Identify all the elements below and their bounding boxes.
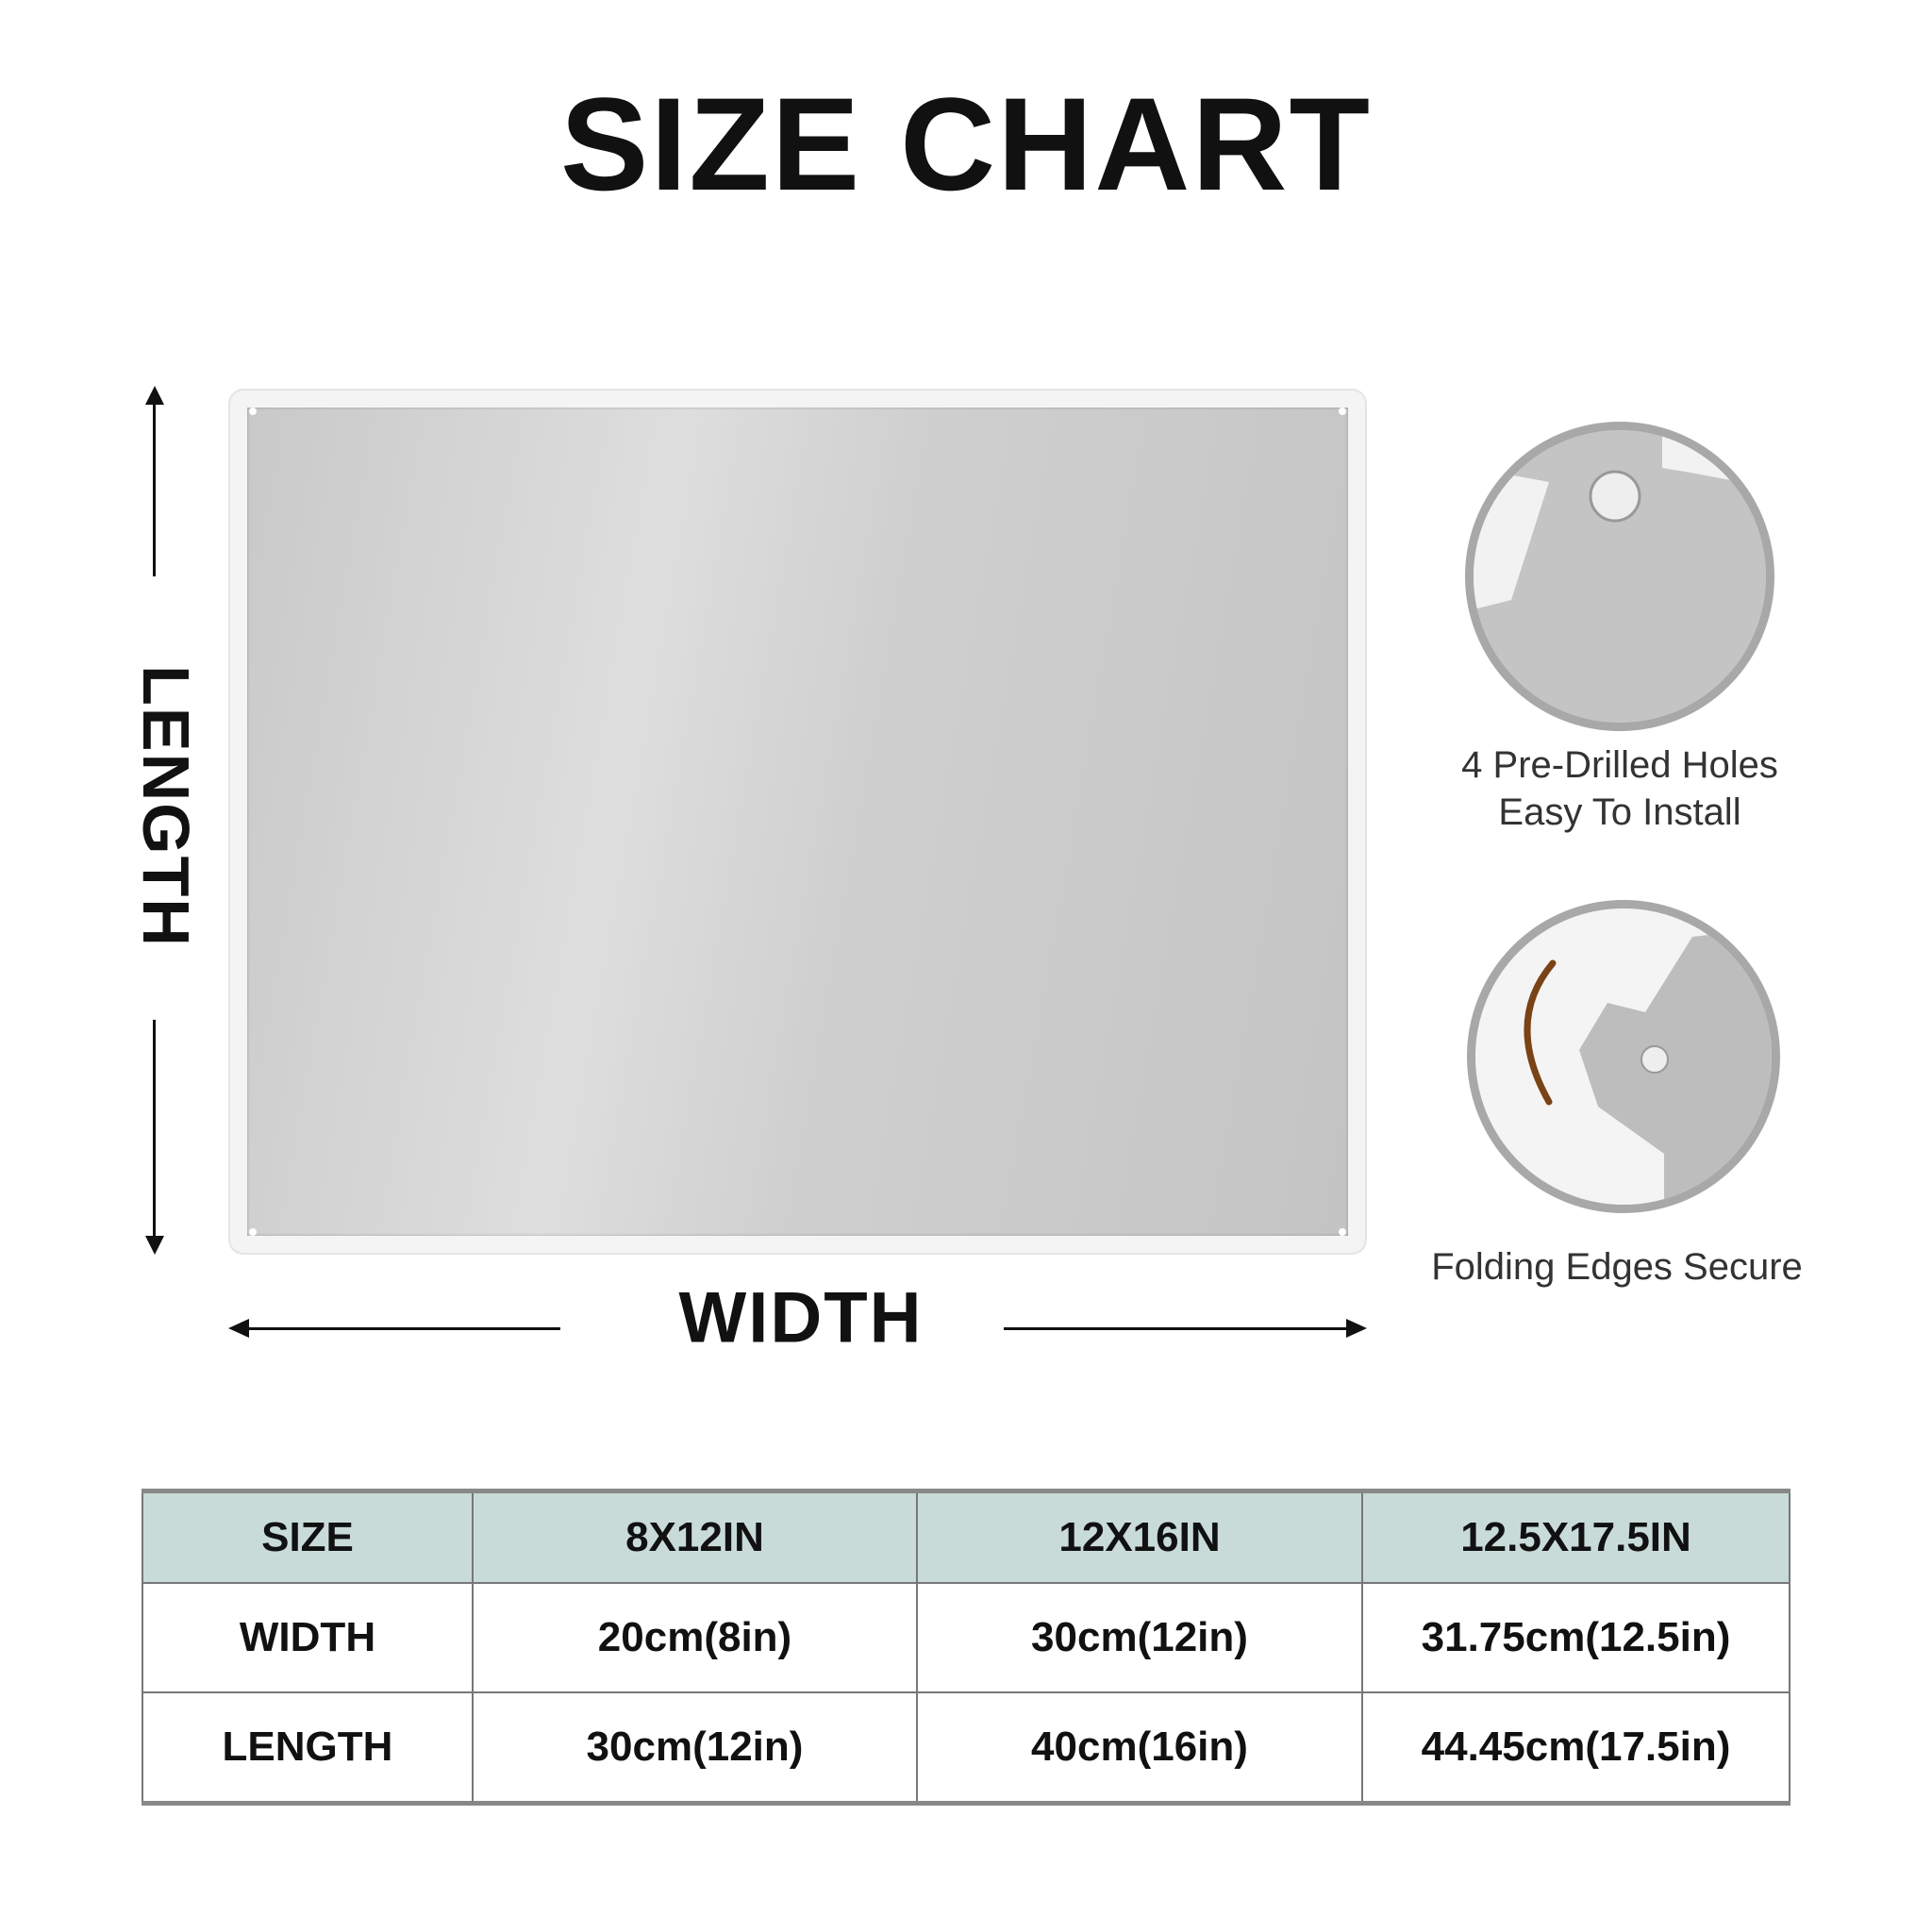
row-label: WIDTH bbox=[142, 1582, 474, 1693]
table-header-row: SIZE 8X12IN 12X16IN 12.5X17.5IN bbox=[142, 1489, 1790, 1584]
header-cell: 12X16IN bbox=[916, 1489, 1363, 1584]
size-table: SIZE 8X12IN 12X16IN 12.5X17.5IN WIDTH 20… bbox=[142, 1489, 1790, 1806]
feature-caption: Folding Edges Secure bbox=[1431, 1246, 1803, 1288]
folded-edge-icon bbox=[1475, 908, 1772, 1205]
row-label: LENGTH bbox=[142, 1691, 474, 1806]
arrow-down-icon bbox=[145, 1236, 164, 1255]
header-cell: 12.5X17.5IN bbox=[1361, 1489, 1790, 1584]
table-row: LENGTH 30cm(12in) 40cm(16in) 44.45cm(17.… bbox=[142, 1691, 1790, 1806]
length-line-bottom bbox=[153, 1020, 156, 1237]
table-row: WIDTH 20cm(8in) 30cm(12in) 31.75cm(12.5i… bbox=[142, 1582, 1790, 1693]
header-cell: SIZE bbox=[142, 1489, 474, 1584]
table-cell: 40cm(16in) bbox=[916, 1691, 1363, 1806]
metal-sign-plate bbox=[230, 391, 1365, 1253]
hole-icon bbox=[249, 408, 257, 415]
hole-closeup-icon bbox=[1474, 430, 1766, 723]
arrow-left-icon bbox=[228, 1319, 249, 1338]
feature-caption-line: 4 Pre-Drilled Holes bbox=[1461, 744, 1778, 786]
table-cell: 30cm(12in) bbox=[916, 1582, 1363, 1693]
table-cell: 30cm(12in) bbox=[472, 1691, 918, 1806]
pre-drilled-hole-closeup bbox=[1465, 422, 1774, 731]
width-line-right bbox=[1004, 1327, 1348, 1330]
length-label: LENGTH bbox=[129, 665, 203, 948]
length-line-top bbox=[153, 401, 156, 576]
hole-icon bbox=[1339, 408, 1346, 415]
hole-icon bbox=[249, 1228, 257, 1236]
folding-edge-closeup bbox=[1467, 900, 1780, 1213]
width-line-left bbox=[245, 1327, 560, 1330]
page-title: SIZE CHART bbox=[560, 70, 1372, 218]
table-cell: 31.75cm(12.5in) bbox=[1361, 1582, 1790, 1693]
width-label: WIDTH bbox=[678, 1277, 924, 1358]
feature-caption-line: Easy To Install bbox=[1498, 791, 1741, 833]
arrow-right-icon bbox=[1346, 1319, 1367, 1338]
table-cell: 20cm(8in) bbox=[472, 1582, 918, 1693]
plate-surface bbox=[247, 408, 1348, 1236]
table-cell: 44.45cm(17.5in) bbox=[1361, 1691, 1790, 1806]
hole-icon bbox=[1339, 1228, 1346, 1236]
arrow-up-icon bbox=[145, 386, 164, 405]
header-cell: 8X12IN bbox=[472, 1489, 918, 1584]
